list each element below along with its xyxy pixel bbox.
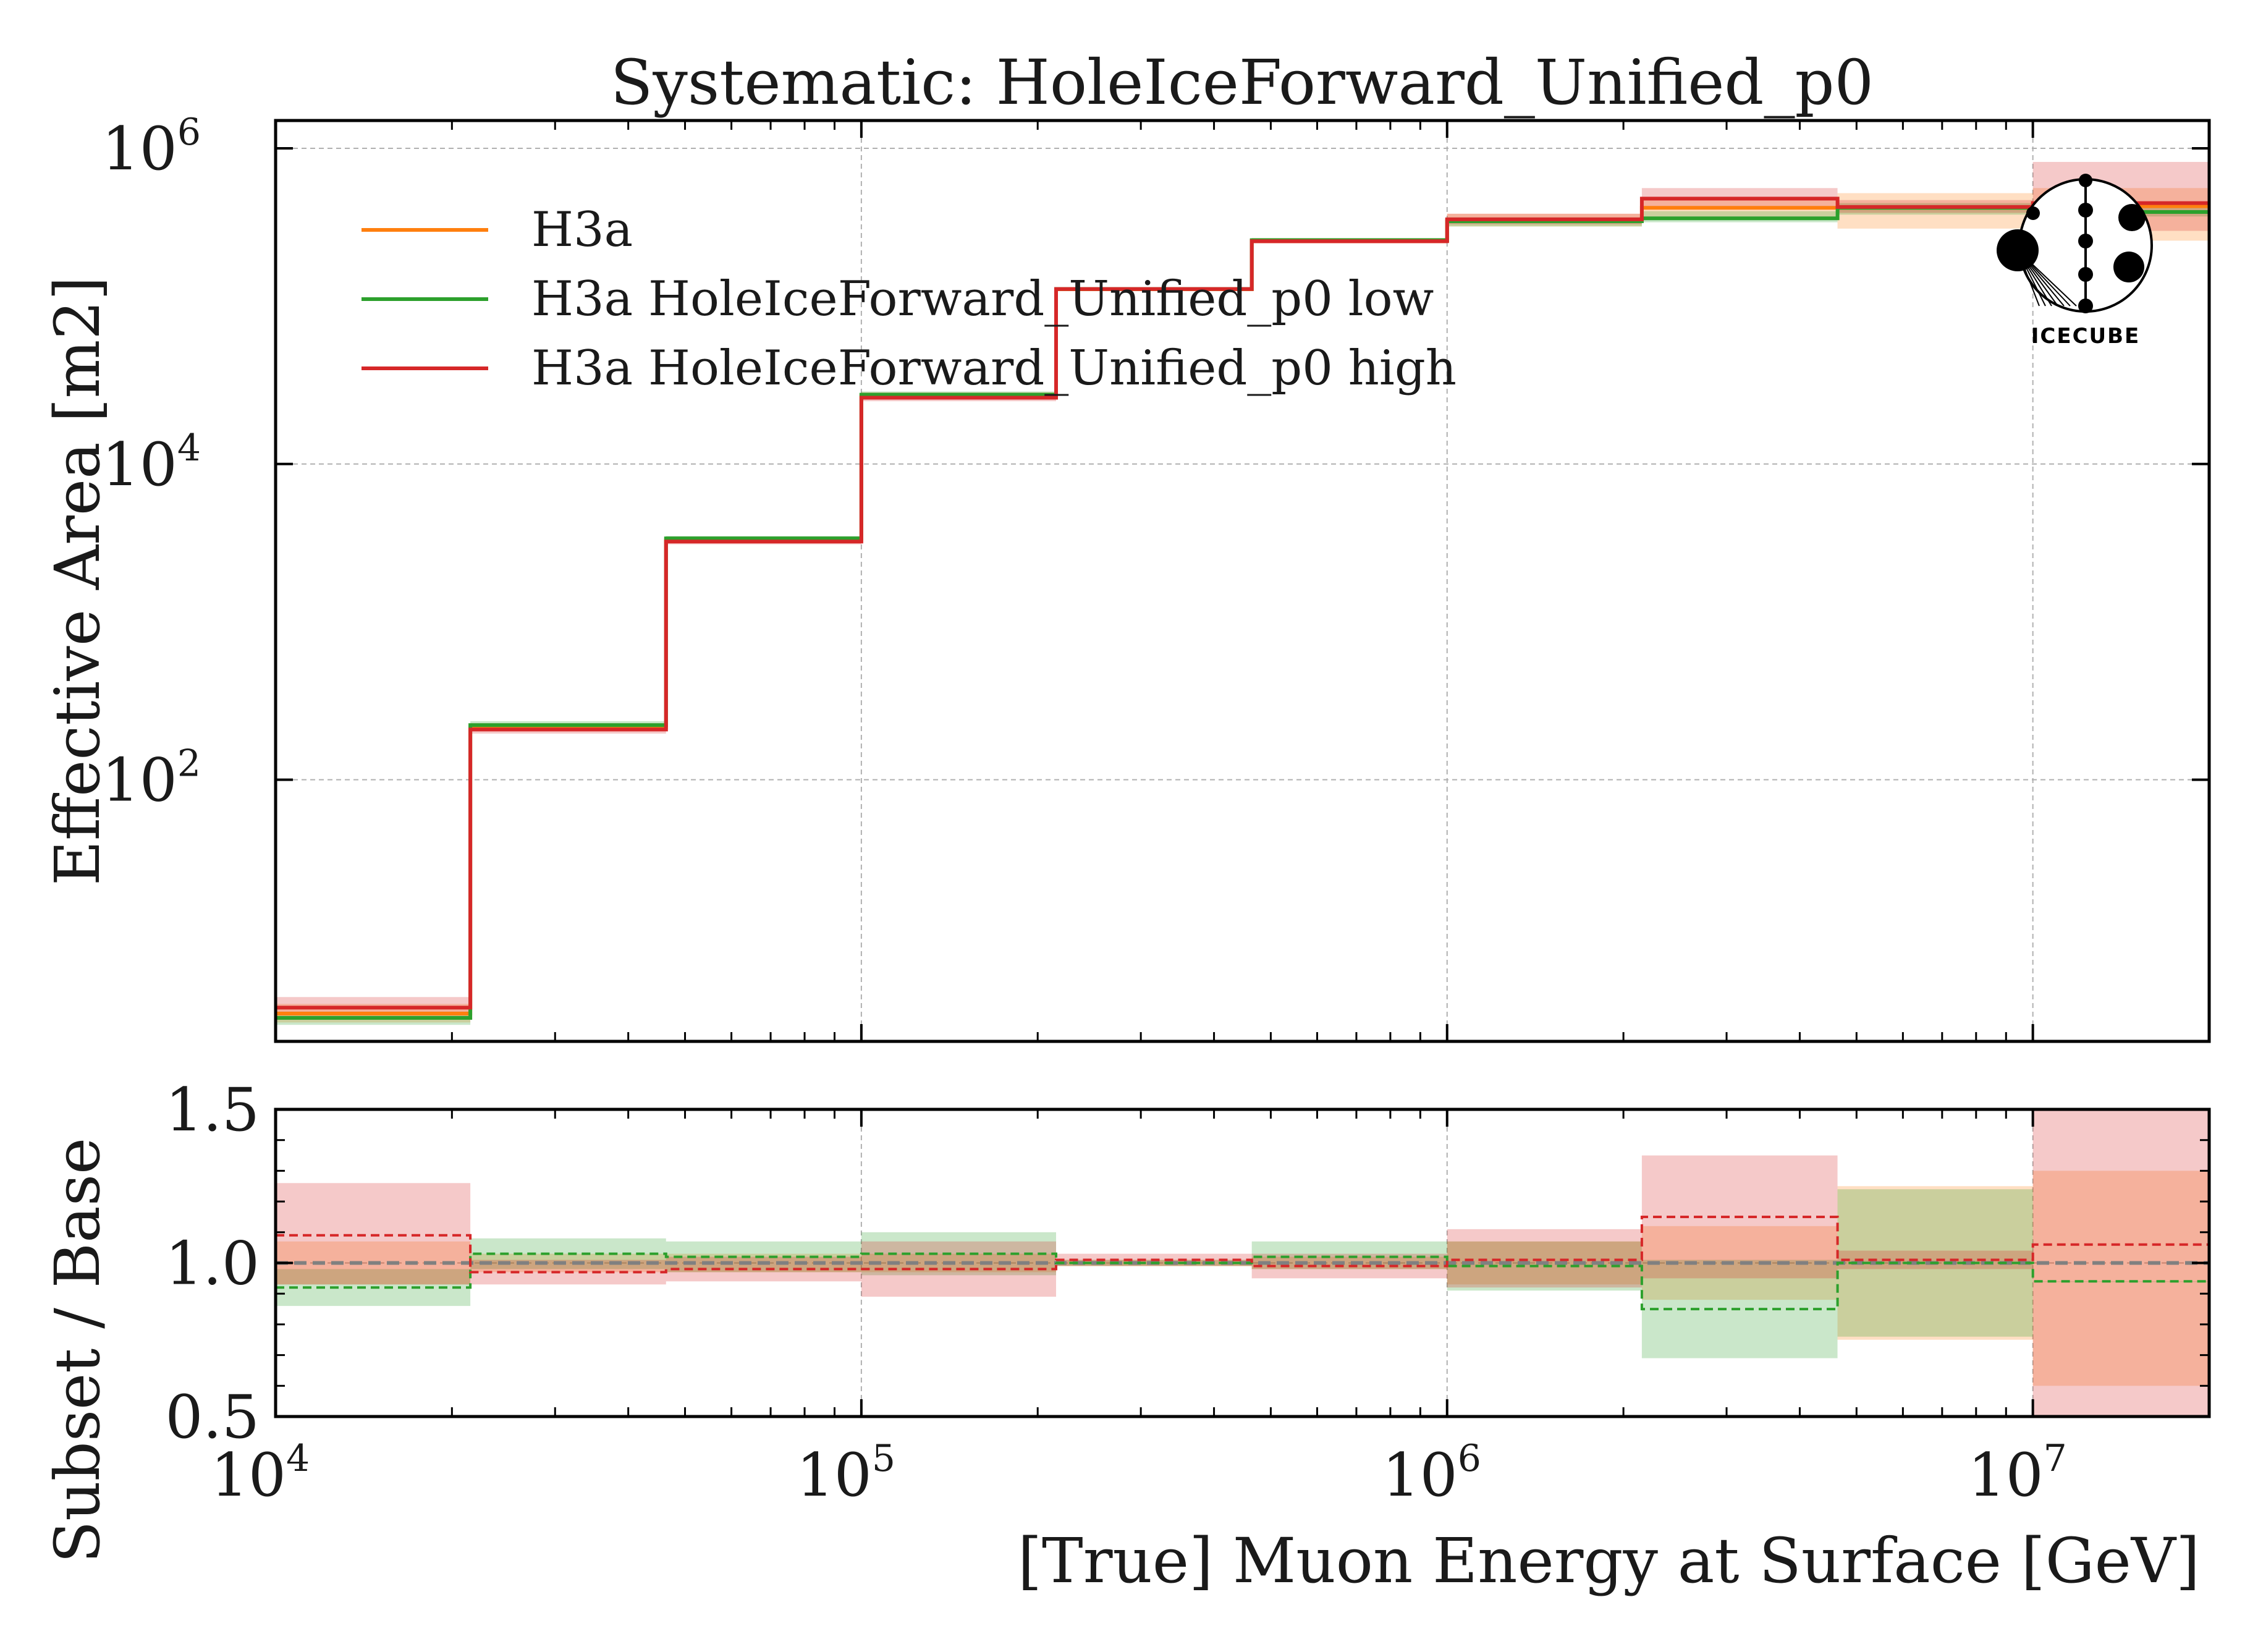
lower-plot-frame bbox=[274, 1108, 2211, 1418]
tick-label: 104 bbox=[102, 426, 201, 499]
legend: H3a H3a HoleIceForward_Unified_p0 low H3a … bbox=[362, 202, 1457, 396]
lower-step-lines bbox=[276, 1216, 2209, 1311]
lower-y-tick-labels: 0.5 1.0 1.5 bbox=[165, 1075, 260, 1452]
ratio-line bbox=[276, 1216, 2209, 1274]
logo-text: ICECUBE bbox=[2031, 324, 2141, 349]
tick-label: 106 bbox=[1382, 1437, 1481, 1510]
tick-label: 107 bbox=[1968, 1437, 2066, 1510]
tick-label: 1.5 bbox=[165, 1075, 260, 1145]
ratio-band bbox=[1447, 1229, 1642, 1288]
tick-label: 106 bbox=[102, 111, 201, 184]
series-line bbox=[276, 206, 2209, 1020]
upper-step-lines bbox=[276, 197, 2209, 1020]
error-band bbox=[1837, 193, 2033, 229]
effective-area-panel: 102 104 106 Effective Area [m2] bbox=[41, 111, 2211, 1043]
ratio-band bbox=[276, 1183, 471, 1285]
ratio-panel: 0.5 1.0 1.5 104 105 106 107 Subset / Base [Tr… bbox=[41, 1075, 2211, 1597]
series-line bbox=[276, 204, 2209, 1015]
icecube-logo: ICECUBE bbox=[1997, 174, 2153, 349]
upper-y-tick-labels: 102 104 106 bbox=[102, 111, 201, 815]
upper-plot-frame bbox=[274, 119, 2211, 1043]
tick-label: 104 bbox=[211, 1437, 310, 1510]
legend-entry: H3a HoleIceForward_Unified_p0 low bbox=[531, 271, 1434, 327]
tick-label: 0.5 bbox=[165, 1383, 260, 1452]
x-tick-labels: 104 105 106 107 bbox=[211, 1437, 2067, 1510]
ratio-band bbox=[2032, 1171, 2209, 1386]
lower-bands bbox=[276, 1109, 2209, 1417]
tick-label: 1.0 bbox=[165, 1229, 260, 1298]
legend-entry: H3a HoleIceForward_Unified_p0 high bbox=[531, 341, 1457, 396]
upper-grid bbox=[275, 121, 2209, 1041]
ratio-band bbox=[666, 1256, 861, 1282]
upper-ticks bbox=[274, 121, 2209, 1041]
x-axis-label: [True] Muon Energy at Surface [GeV] bbox=[1018, 1525, 2200, 1597]
upper-y-axis-label: Effective Area [m2] bbox=[41, 276, 114, 886]
ratio-band bbox=[1837, 1250, 2033, 1269]
tick-label: 105 bbox=[797, 1437, 895, 1510]
tick-label: 102 bbox=[102, 742, 201, 815]
series-line bbox=[276, 197, 2209, 1010]
ratio-band bbox=[2032, 1109, 2209, 1417]
lower-y-axis-label: Subset / Base bbox=[41, 1138, 114, 1563]
legend-entry: H3a bbox=[531, 202, 633, 258]
ratio-line bbox=[276, 1252, 2209, 1311]
chart-title: Systematic: HoleIceForward_Unified_p0 bbox=[611, 46, 1874, 119]
